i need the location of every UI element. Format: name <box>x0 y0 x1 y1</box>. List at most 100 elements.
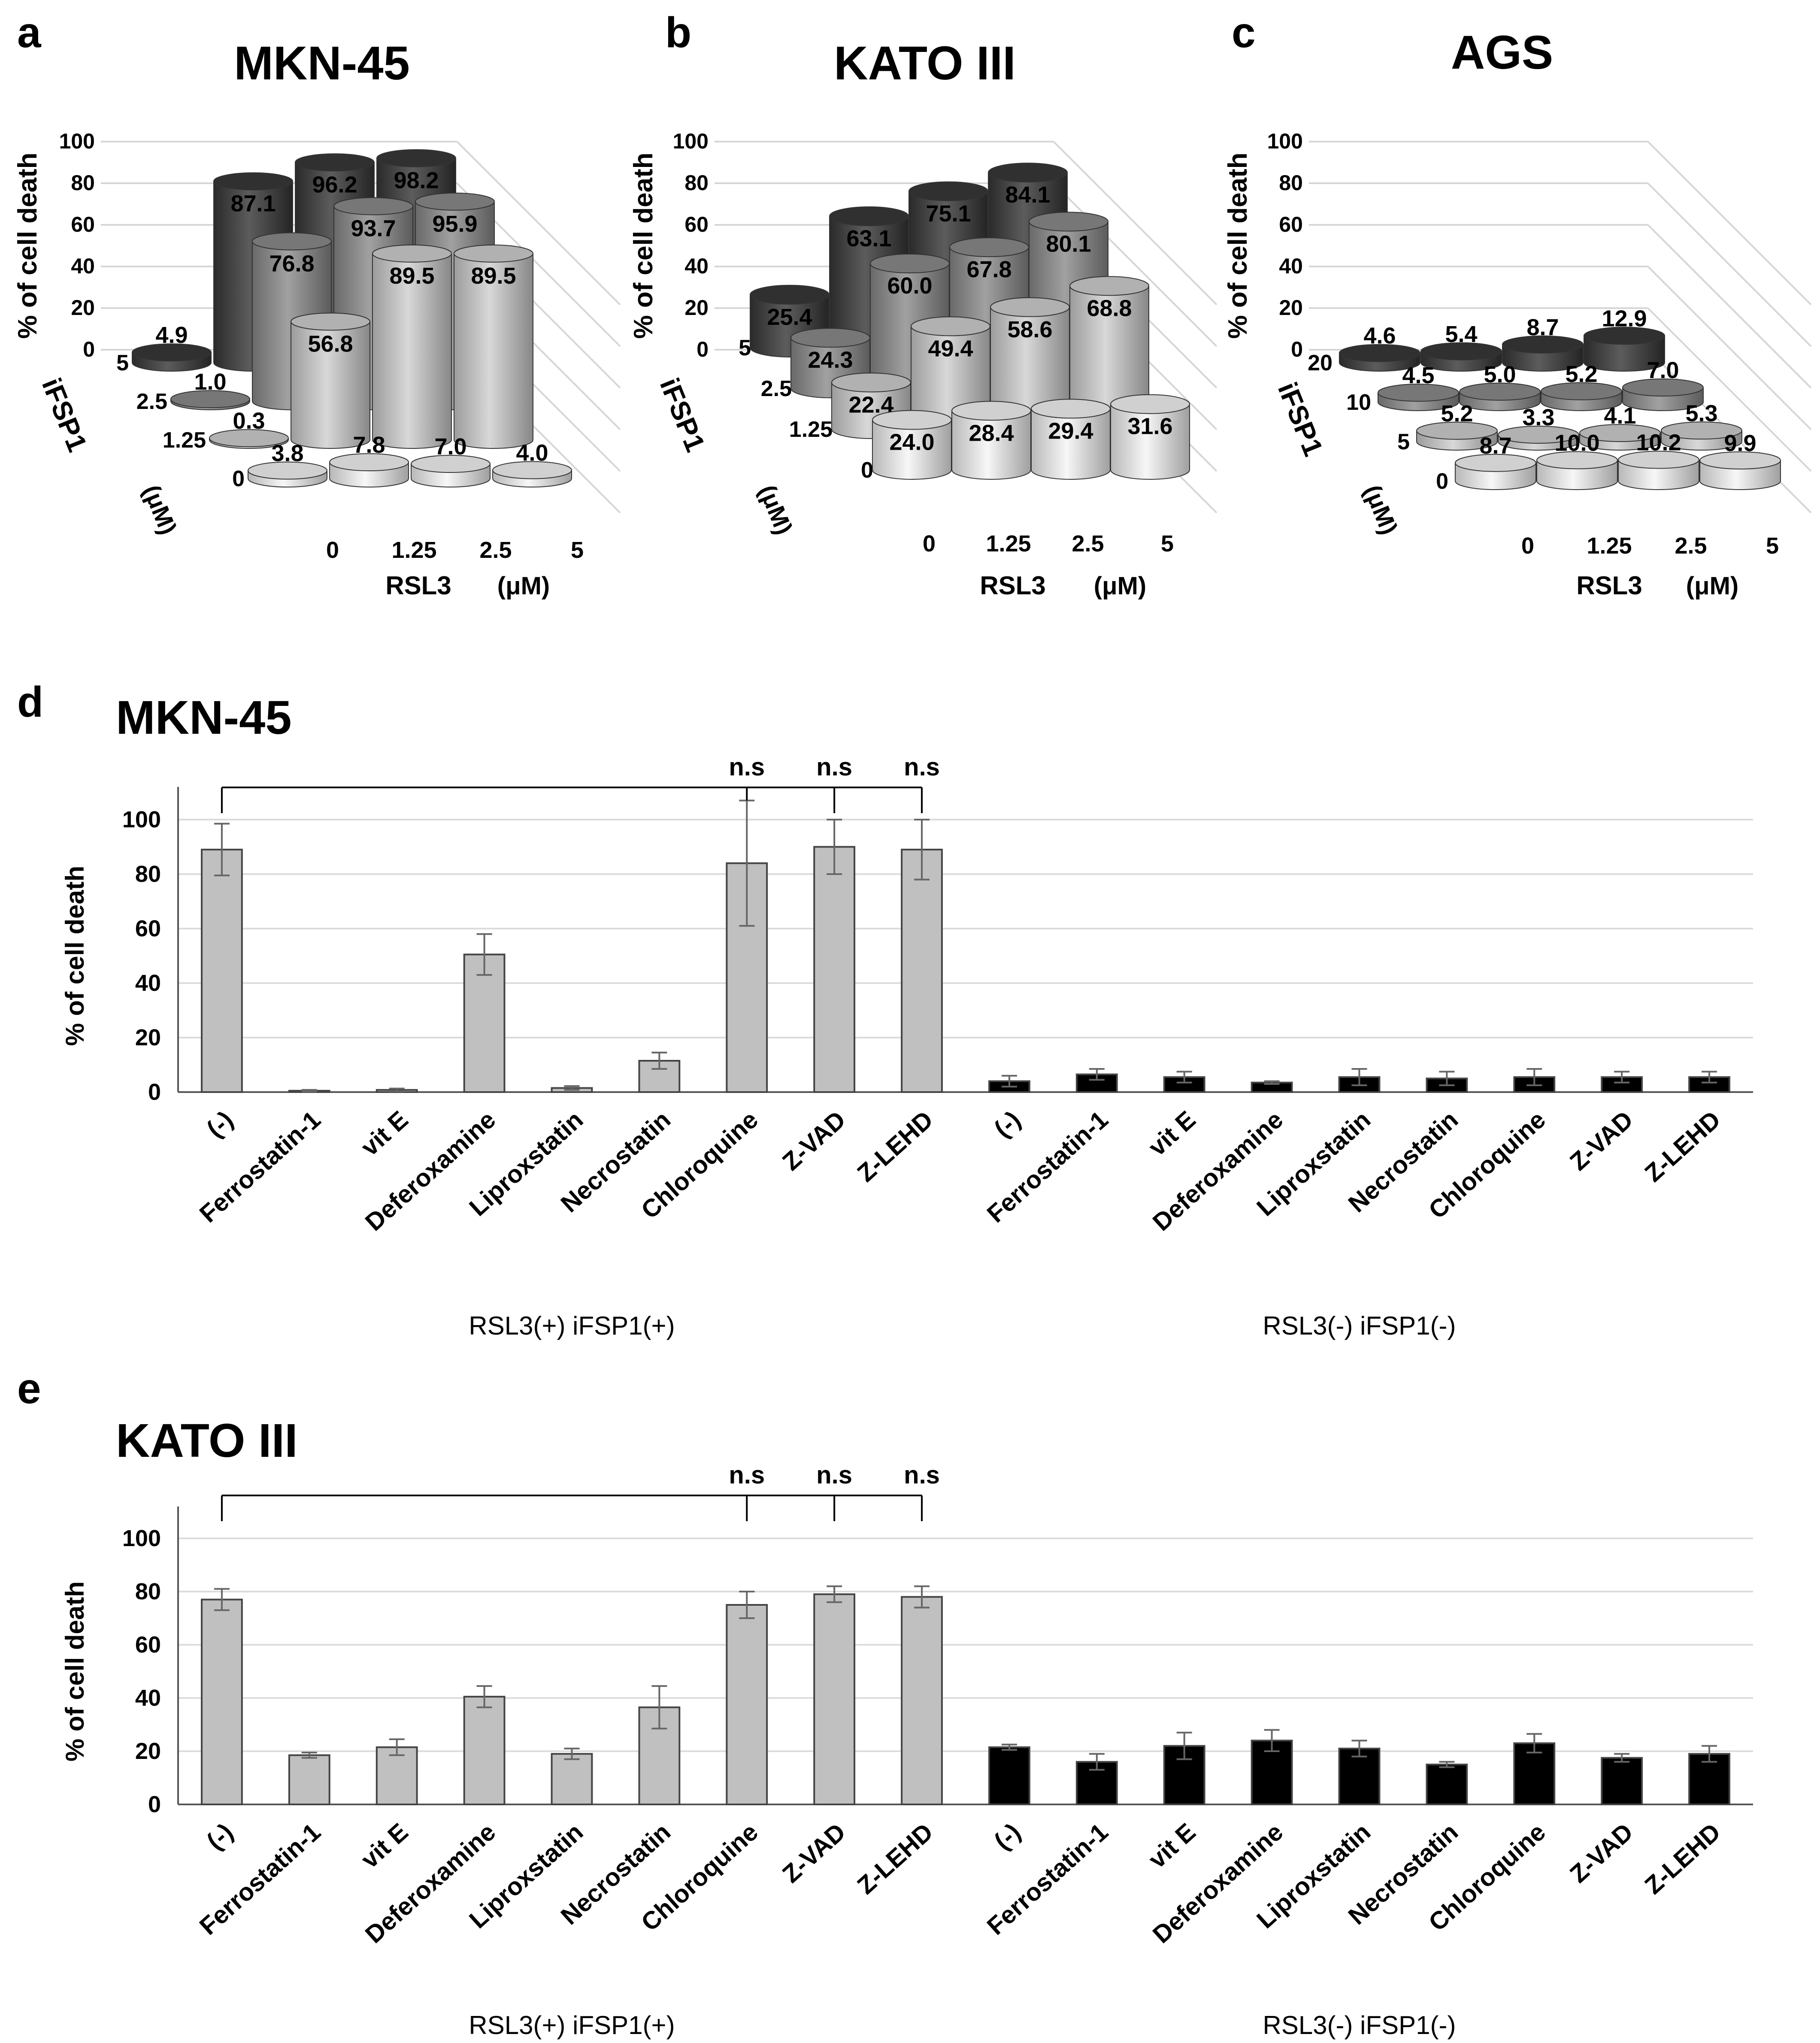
cylinder-bar: 10.0 <box>1536 430 1618 490</box>
bar <box>1513 1742 1556 1805</box>
RSL3-tick-label: 5 <box>1161 531 1174 557</box>
cylinder-top <box>1541 382 1622 400</box>
cylinder-top <box>248 461 327 480</box>
cylinder-top <box>213 172 293 191</box>
data-label: 76.8 <box>269 251 314 277</box>
error-bar <box>1176 1731 1192 1760</box>
cylinder-body <box>1031 408 1111 480</box>
RSL3-tick-label: 5 <box>571 537 584 563</box>
cylinder-top <box>1069 276 1149 296</box>
y-tick-label: 80 <box>135 1579 161 1604</box>
cylinder-top <box>333 197 413 215</box>
cylinder-bar: 5.3 <box>1661 400 1742 451</box>
category-label: Z-VAD <box>1565 1105 1638 1176</box>
cylinder-top <box>1661 421 1742 440</box>
panel-letter-c: c <box>1232 9 1256 57</box>
bar <box>813 1593 856 1805</box>
cylinder-top <box>1378 384 1459 402</box>
chart-title: KATO III <box>834 37 1016 90</box>
iFSP1-row-label: 5 <box>116 351 129 375</box>
data-label: 24.3 <box>808 347 853 373</box>
iFSP1-row-label: 0 <box>861 458 873 483</box>
error-bar <box>914 819 930 881</box>
z-tick-label: 60 <box>684 212 709 236</box>
cylinder-body <box>872 419 952 480</box>
significance-label: n.s <box>904 1461 940 1489</box>
category-label: (-) <box>989 1818 1026 1855</box>
cylinder-top <box>252 232 332 251</box>
cylinder-bar: 5.2 <box>1416 401 1498 451</box>
bar <box>376 1746 418 1805</box>
y-tick-label: 0 <box>148 1792 161 1817</box>
data-label: 10.2 <box>1636 430 1681 456</box>
category-label: (-) <box>201 1818 239 1855</box>
y-tick-label: 40 <box>135 1685 161 1711</box>
cylinder-bar: 3.3 <box>1498 405 1579 451</box>
cylinder-top <box>376 149 456 167</box>
significance-label: n.s <box>816 753 852 781</box>
cylinder-top <box>295 153 375 172</box>
y-tick-label: 100 <box>122 1525 161 1551</box>
data-label: 7.0 <box>1647 357 1679 383</box>
cylinder-bar: 89.5 <box>372 244 452 449</box>
y-tick-label: 80 <box>135 861 161 887</box>
data-label: 58.6 <box>1007 317 1052 342</box>
category-label: (-) <box>201 1105 239 1143</box>
data-label: 28.4 <box>969 420 1014 446</box>
data-label: 10.0 <box>1554 430 1599 456</box>
cylinder-top <box>1031 399 1111 419</box>
cylinder-bar: 5.4 <box>1420 321 1502 372</box>
cylinder-top <box>790 328 870 348</box>
cylinder-bar: 4.0 <box>492 440 572 487</box>
cylinder-top <box>988 163 1068 183</box>
data-label: 8.7 <box>1479 433 1511 459</box>
panel-a-3d-chart: MKN-45 % of cell death 0 20 40 60 80 100 5 4.9 87.… <box>13 37 621 600</box>
cylinder-top <box>454 244 533 263</box>
data-label: 4.9 <box>155 322 188 348</box>
data-label: 3.8 <box>271 441 303 466</box>
cylinder-top <box>415 192 495 211</box>
chart-title: MKN-45 <box>116 691 292 744</box>
cylinder-bar: 28.4 <box>951 401 1031 480</box>
gridline-side <box>1647 182 1812 347</box>
bar <box>201 1598 243 1806</box>
cylinder-bar: 5.2 <box>1541 361 1622 411</box>
cylinder-top <box>1699 451 1781 469</box>
cylinder-top <box>1622 378 1704 397</box>
category-label: Z-LEHD <box>1639 1818 1726 1900</box>
error-bar <box>1526 1068 1542 1087</box>
iFSP1-axis-title: iFSP1 <box>1272 378 1329 460</box>
data-label: 5.2 <box>1565 361 1597 387</box>
error-bar <box>1264 1080 1280 1085</box>
cylinder-bar: 8.7 <box>1502 315 1584 372</box>
error-bar <box>1702 1745 1717 1763</box>
cylinder-bar: 31.6 <box>1110 394 1190 480</box>
RSL3-tick-label: 0 <box>1521 533 1534 559</box>
cylinder-top <box>492 461 572 479</box>
error-bar <box>214 823 230 877</box>
bar <box>901 848 943 1093</box>
error-bar <box>1089 1753 1105 1771</box>
data-label: 4.1 <box>1604 403 1636 429</box>
y-tick-label: 100 <box>122 807 161 832</box>
cylinder-top <box>951 401 1031 421</box>
z-axis-label: % of cell death <box>13 152 42 339</box>
error-bar <box>1001 1074 1017 1088</box>
iFSP1-axis-title: iFSP1 <box>36 374 93 456</box>
category-label: Z-LEHD <box>852 1105 939 1187</box>
error-bar <box>651 1051 667 1070</box>
data-label: 95.9 <box>432 211 477 237</box>
error-bar <box>389 1738 405 1756</box>
z-tick-label: 20 <box>71 296 95 320</box>
cylinder-body <box>454 253 533 449</box>
cylinder-top <box>1459 382 1541 401</box>
cylinder-top <box>1536 451 1618 469</box>
cylinder-top <box>949 237 1029 257</box>
group-label: RSL3(+) iFSP1(+) <box>469 1311 675 1340</box>
gridline-side <box>1647 141 1812 306</box>
z-tick-label: 0 <box>1291 337 1303 361</box>
cylinder-top <box>1420 342 1502 360</box>
gridline-side <box>1647 266 1812 430</box>
